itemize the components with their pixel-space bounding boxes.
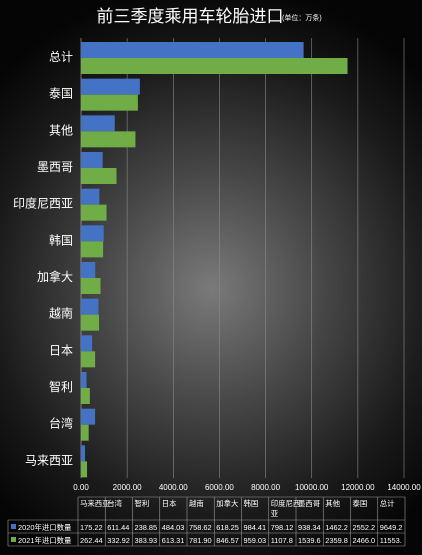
table-cell: 798.12 bbox=[271, 523, 294, 532]
x-tick-label: 10000.00 bbox=[295, 483, 329, 492]
table-cell: 2466.0 bbox=[353, 536, 376, 545]
bar bbox=[81, 351, 96, 368]
bar bbox=[81, 335, 93, 352]
x-tick-label: 4000.00 bbox=[159, 483, 188, 492]
table-cell: 1462.2 bbox=[325, 523, 348, 532]
bar bbox=[81, 188, 100, 205]
bar bbox=[81, 424, 89, 441]
category-label: 其他 bbox=[49, 123, 73, 137]
table-cell: 984.41 bbox=[244, 523, 267, 532]
x-tick-label: 14000.00 bbox=[387, 483, 421, 492]
table-header: 越南 bbox=[189, 499, 204, 508]
table-cell: 2552.2 bbox=[353, 523, 376, 532]
category-label: 墨西哥 bbox=[37, 160, 73, 174]
table-cell: 2359.8 bbox=[325, 536, 348, 545]
table-header: 韩国 bbox=[244, 499, 259, 508]
table-cell: 262.44 bbox=[80, 536, 103, 545]
table-header: 总计 bbox=[380, 499, 395, 508]
bar bbox=[81, 241, 104, 258]
table-header: 亚 bbox=[271, 509, 279, 518]
category-label: 总计 bbox=[49, 50, 73, 64]
table-cell: 781.90 bbox=[189, 536, 212, 545]
x-tick-label: 6000.00 bbox=[205, 483, 234, 492]
table-header: 其他 bbox=[325, 499, 340, 508]
bar bbox=[81, 168, 117, 184]
table-header: 泰国 bbox=[353, 499, 368, 508]
bar bbox=[81, 225, 104, 242]
table-header: 印度尼西 bbox=[271, 499, 301, 508]
bar bbox=[81, 388, 90, 404]
legend-entry: 2020年进口数量 bbox=[18, 523, 72, 532]
table-cell: 9649.2 bbox=[380, 523, 403, 532]
bar bbox=[81, 58, 348, 74]
table-cell: 618.25 bbox=[216, 523, 239, 532]
legend-entry: 2021年进口数量 bbox=[18, 536, 72, 545]
legend-swatch bbox=[11, 537, 16, 542]
table-cell: 1539.6 bbox=[298, 536, 321, 545]
category-label: 韩国 bbox=[49, 232, 73, 247]
table-cell: 383.93 bbox=[135, 536, 158, 545]
table-cell: 1107.8 bbox=[271, 536, 293, 545]
table-cell: 611.44 bbox=[107, 523, 129, 532]
bar bbox=[81, 42, 304, 58]
bar bbox=[81, 408, 96, 425]
bar bbox=[81, 204, 107, 221]
x-tick-label: 8000.00 bbox=[251, 483, 280, 492]
table-header: 日本 bbox=[162, 499, 177, 508]
table-header: 马来西亚 bbox=[80, 499, 110, 508]
bar bbox=[81, 278, 101, 294]
bar bbox=[81, 262, 96, 278]
category-label: 加拿大 bbox=[37, 269, 73, 284]
bar bbox=[81, 152, 103, 168]
category-label: 智利 bbox=[49, 379, 73, 394]
table-header: 加拿大 bbox=[216, 499, 239, 508]
category-label: 越南 bbox=[49, 306, 73, 321]
bar bbox=[81, 298, 99, 315]
chart-title: 前三季度乘用车轮胎进口 bbox=[97, 7, 284, 27]
table-header: 智利 bbox=[135, 499, 150, 508]
bar bbox=[81, 461, 88, 478]
bar bbox=[81, 115, 115, 132]
table-cell: 484.03 bbox=[162, 523, 185, 532]
category-label: 台湾 bbox=[49, 416, 73, 431]
bar bbox=[81, 78, 140, 95]
table-cell: 332.92 bbox=[107, 536, 130, 545]
table-cell: 613.31 bbox=[162, 536, 185, 545]
unit-note: (单位：万条) bbox=[282, 13, 322, 22]
category-label: 马来西亚 bbox=[25, 453, 73, 467]
x-tick-label: 2000.00 bbox=[113, 483, 142, 492]
bar bbox=[81, 314, 100, 331]
table-cell: 959.03 bbox=[244, 536, 267, 545]
category-label: 泰国 bbox=[49, 87, 73, 101]
table-cell: 846.57 bbox=[216, 536, 239, 545]
legend-swatch bbox=[11, 524, 16, 529]
table-cell: 758.62 bbox=[189, 523, 212, 532]
table-header: 墨西哥 bbox=[298, 499, 320, 508]
bar bbox=[81, 445, 86, 462]
bar bbox=[81, 94, 138, 111]
bar bbox=[81, 131, 136, 148]
table-cell: 238.85 bbox=[135, 523, 158, 532]
table-cell: 175.22 bbox=[80, 523, 103, 532]
category-label: 日本 bbox=[49, 343, 73, 357]
table-cell: 938.34 bbox=[298, 523, 321, 532]
bar bbox=[81, 372, 87, 388]
x-tick-label: 0.00 bbox=[73, 483, 89, 492]
category-label: 印度尼西亚 bbox=[13, 196, 73, 211]
table-cell: 11553. bbox=[380, 536, 402, 545]
table-header: 台湾 bbox=[107, 499, 122, 508]
x-tick-label: 12000.00 bbox=[341, 483, 375, 492]
